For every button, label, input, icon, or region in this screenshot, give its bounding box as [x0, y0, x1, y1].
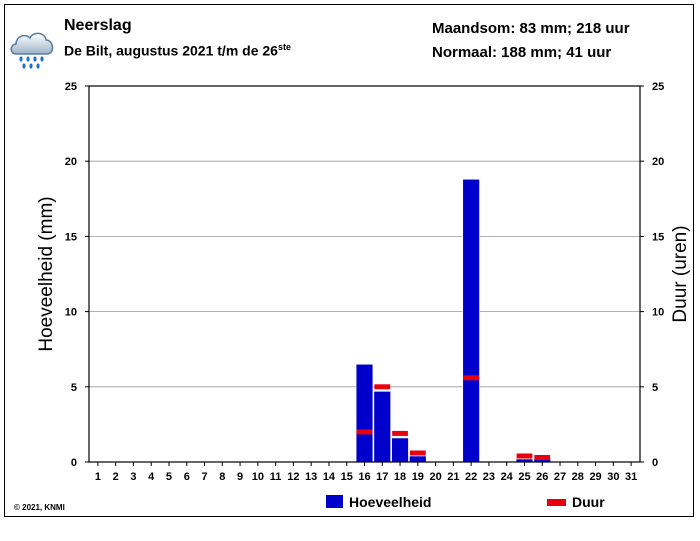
marker-duur: [392, 430, 408, 436]
x-tick-label: 20: [429, 471, 441, 483]
marker-duur: [534, 454, 551, 460]
y-tick-label: 15: [65, 231, 77, 243]
x-tick-label: 1: [95, 471, 101, 483]
y-axis-label: Hoeveelheid (mm): [36, 196, 57, 351]
normal-total: Normaal: 188 mm; 41 uur: [432, 44, 612, 61]
y2-tick-label: 15: [652, 231, 664, 243]
x-tick-label: 17: [376, 471, 388, 483]
y2-tick-label: 10: [652, 307, 664, 319]
marker-duur: [374, 384, 391, 390]
y2-tick-label: 5: [652, 382, 658, 394]
x-tick-label: 21: [447, 471, 459, 483]
x-tick-label: 16: [358, 471, 370, 483]
x-tick-label: 28: [572, 471, 584, 483]
chart-title: Neerslag: [64, 17, 132, 34]
x-tick-label: 3: [130, 471, 136, 483]
x-tick-label: 7: [201, 471, 207, 483]
x-tick-label: 22: [465, 471, 477, 483]
x-tick-label: 10: [252, 471, 264, 483]
x-tick-label: 13: [305, 471, 317, 483]
x-tick-label: 26: [536, 471, 548, 483]
bar-hoeveelheid: [355, 363, 374, 463]
copyright-notice: © 2021, KNMI: [14, 503, 65, 512]
x-tick-label: 31: [625, 471, 637, 483]
bar-hoeveelheid: [409, 455, 427, 463]
y-tick-label: 10: [65, 307, 77, 319]
x-tick-label: 27: [554, 471, 566, 483]
rain-cloud-icon: [10, 32, 54, 69]
chart-frame: [4, 4, 694, 517]
legend-swatch-hoeveelheid: [326, 495, 343, 508]
x-tick-label: 12: [287, 471, 299, 483]
legend: Hoeveelheid Duur: [326, 494, 605, 510]
y-tick-label: 5: [71, 382, 77, 394]
chart-subtitle: De Bilt, augustus 2021 t/m de 26ste: [64, 42, 291, 59]
month-total: Maandsom: 83 mm; 218 uur: [432, 20, 630, 37]
x-tick-label: 23: [483, 471, 495, 483]
x-tick-label: 4: [148, 471, 155, 483]
marker-duur: [516, 453, 533, 459]
y2-tick-label: 25: [652, 81, 664, 93]
legend-swatch-duur: [547, 499, 566, 506]
y-tick-label: 0: [71, 457, 77, 469]
x-tick-label: 19: [412, 471, 424, 483]
x-tick-label: 30: [607, 471, 619, 483]
x-tick-label: 9: [237, 471, 243, 483]
x-tick-label: 15: [341, 471, 353, 483]
x-tick-label: 11: [270, 471, 282, 483]
y-tick-label: 20: [65, 156, 77, 168]
bar-hoeveelheid: [391, 437, 409, 463]
x-tick-label: 25: [518, 471, 530, 483]
bar-hoeveelheid: [373, 391, 391, 463]
y2-tick-label: 0: [652, 457, 658, 469]
x-tick-label: 8: [219, 471, 225, 483]
y2-axis-label: Duur (uren): [670, 225, 691, 322]
x-tick-label: 14: [323, 471, 336, 483]
bar-hoeveelheid: [462, 178, 480, 463]
y2-tick-label: 20: [652, 156, 664, 168]
subtitle-text: De Bilt, augustus 2021 t/m de 26: [64, 42, 278, 59]
x-tick-label: 2: [113, 471, 119, 483]
x-tick-label: 5: [166, 471, 172, 483]
marker-duur: [463, 375, 480, 381]
x-tick-label: 18: [394, 471, 406, 483]
marker-duur: [409, 450, 426, 456]
legend-label-duur: Duur: [572, 494, 605, 510]
x-tick-label: 29: [589, 471, 601, 483]
subtitle-suffix: ste: [277, 42, 291, 52]
legend-label-hoeveelheid: Hoeveelheid: [349, 494, 431, 510]
marker-duur: [356, 429, 373, 435]
x-tick-label: 6: [184, 471, 190, 483]
x-tick-label: 24: [501, 471, 514, 483]
y-tick-label: 25: [65, 81, 77, 93]
